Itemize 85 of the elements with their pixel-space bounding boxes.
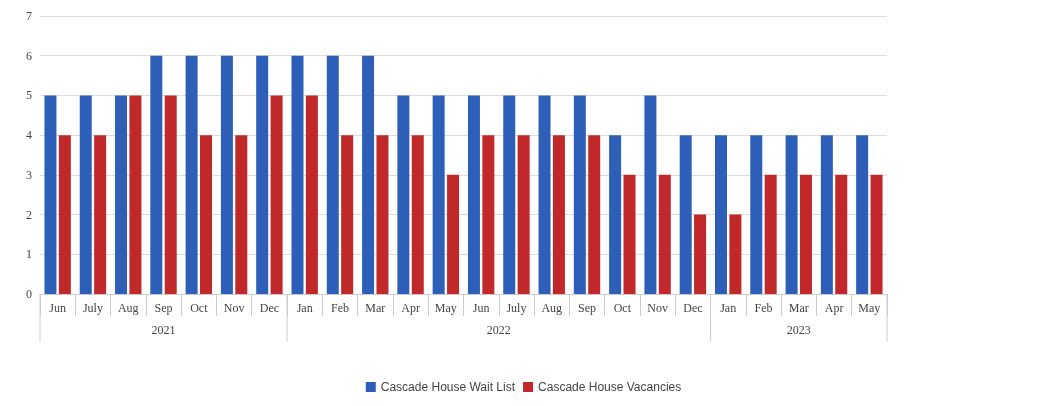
x-tick-label: Mar (365, 301, 386, 315)
bar (552, 135, 565, 294)
bar (623, 174, 636, 294)
x-tick-label: Jun (472, 301, 490, 315)
bar (679, 135, 692, 294)
bar (820, 135, 833, 294)
x-tick-label: Jan (720, 301, 737, 315)
x-tick-label: Feb (754, 301, 773, 315)
bar (517, 135, 530, 294)
bar (785, 135, 798, 294)
bar (799, 174, 812, 294)
legend-label: Cascade House Vacancies (538, 380, 682, 394)
x-tick-label: Dec (683, 301, 703, 315)
x-tick-label: Nov (647, 301, 668, 315)
bar (270, 95, 283, 294)
y-tick-label: 6 (26, 48, 32, 63)
bar (573, 95, 586, 294)
bar (609, 135, 622, 294)
legend-label: Cascade House Wait List (380, 380, 516, 394)
bar (447, 174, 460, 294)
text: 2021 (151, 323, 176, 337)
x-tick-label: Oct (613, 301, 632, 315)
bar (376, 135, 389, 294)
x-tick-label: Feb (330, 301, 349, 315)
text: 2023 (786, 323, 811, 337)
bar (164, 95, 177, 294)
bar (694, 214, 707, 294)
bar (115, 95, 128, 294)
bar (432, 95, 445, 294)
bar (235, 135, 248, 294)
bar (764, 174, 777, 294)
bar (856, 135, 869, 294)
x-tick-label: Aug (117, 301, 139, 315)
bar (129, 95, 142, 294)
x-tick-label: Nov (223, 301, 245, 315)
bar (714, 135, 727, 294)
x-tick-label: May (434, 301, 457, 315)
bar (411, 135, 424, 294)
bar (185, 55, 198, 294)
bar (220, 55, 233, 294)
x-tick-label: Apr (401, 301, 420, 315)
bar (362, 55, 375, 294)
bar (291, 55, 304, 294)
bar (658, 174, 671, 294)
x-tick-label: Mar (788, 301, 809, 315)
x-tick-label: May (858, 301, 881, 315)
bar (305, 95, 318, 294)
y-tick-label: 3 (26, 167, 32, 182)
bar (588, 135, 601, 294)
bar (870, 174, 883, 294)
x-tick-label: Aug (541, 301, 563, 315)
text: 2022 (486, 323, 511, 337)
y-tick-label: 1 (26, 247, 32, 262)
x-tick-label: Jun (49, 301, 66, 315)
bar (482, 135, 495, 294)
x-tick-label: Jan (296, 301, 313, 315)
y-tick-label: 2 (26, 207, 32, 222)
x-tick-label: Sep (578, 301, 597, 315)
x-tick-label: Sep (154, 301, 173, 315)
bar (503, 95, 516, 294)
bar (256, 55, 269, 294)
bar (538, 95, 551, 294)
bar (467, 95, 480, 294)
bar (750, 135, 763, 294)
y-tick-label: 7 (26, 9, 32, 23)
bar (326, 55, 339, 294)
bar (58, 135, 71, 294)
bar (150, 55, 163, 294)
bar (79, 95, 92, 294)
y-tick-label: 5 (26, 88, 32, 103)
bar (644, 95, 657, 294)
bar (44, 95, 57, 294)
x-tick-label: Apr (824, 301, 844, 315)
x-tick-label: Dec (259, 301, 280, 315)
bar (835, 174, 848, 294)
y-tick-label: 4 (26, 128, 32, 143)
x-tick-label: July (506, 301, 527, 315)
y-tick-label: 0 (26, 287, 32, 301)
x-tick-label: Oct (190, 301, 209, 315)
bar (94, 135, 107, 294)
bar (729, 214, 742, 294)
bar (397, 95, 410, 294)
bar (341, 135, 354, 294)
x-tick-label: July (82, 301, 103, 315)
bar (200, 135, 213, 294)
